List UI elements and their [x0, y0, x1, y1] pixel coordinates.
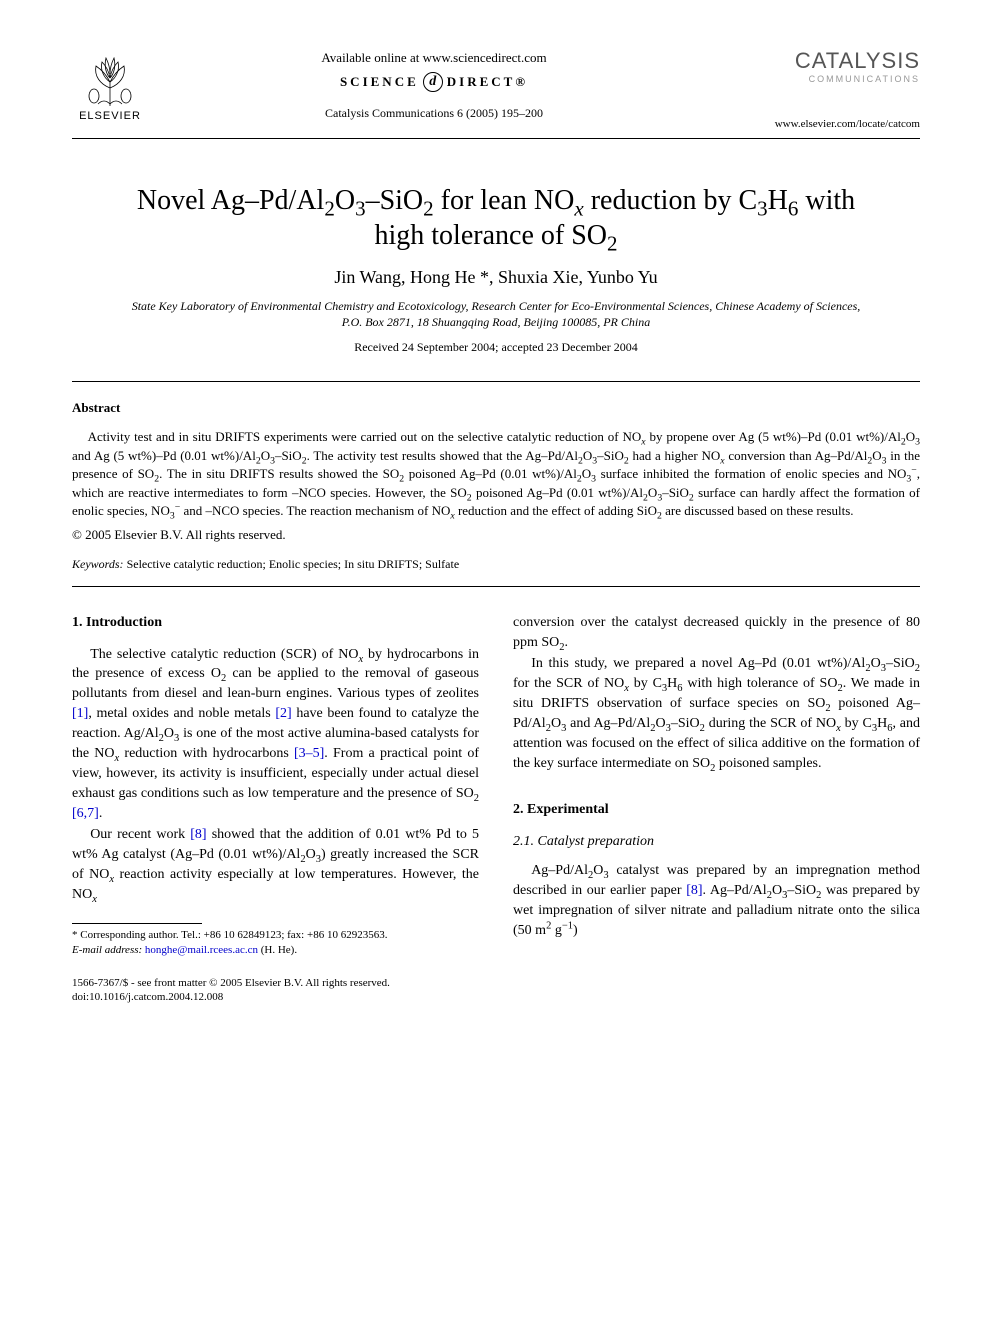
- front-matter: 1566-7367/$ - see front matter © 2005 El…: [72, 976, 479, 1006]
- abstract-copyright: © 2005 Elsevier B.V. All rights reserved…: [72, 527, 920, 543]
- section-2-heading: 2. Experimental: [513, 800, 920, 820]
- keywords-label: Keywords:: [72, 557, 124, 571]
- availability-line: Available online at www.sciencedirect.co…: [148, 50, 720, 66]
- body-columns: 1. Introduction The selective catalytic …: [72, 613, 920, 1006]
- journal-logo: CATALYSIS: [720, 48, 920, 74]
- email-link[interactable]: honghe@mail.rcees.ac.cn: [145, 944, 258, 956]
- email-footnote: E-mail address: honghe@mail.rcees.ac.cn …: [72, 943, 479, 958]
- elsevier-tree-icon: [80, 48, 140, 108]
- header-rule: [72, 138, 920, 139]
- email-label: E-mail address:: [72, 944, 142, 956]
- abstract-body: Activity test and in situ DRIFTS experim…: [72, 428, 920, 520]
- doi-line: doi:10.1016/j.catcom.2004.12.008: [72, 990, 479, 1005]
- section-2-1-heading: 2.1. Catalyst preparation: [513, 832, 920, 852]
- publisher-logo: ELSEVIER: [72, 48, 148, 122]
- publisher-name: ELSEVIER: [72, 110, 148, 122]
- affiliation: State Key Laboratory of Environmental Ch…: [122, 298, 870, 330]
- header-center: Available online at www.sciencedirect.co…: [148, 48, 720, 121]
- keywords-text: Selective catalytic reduction; Enolic sp…: [127, 557, 460, 571]
- left-column: 1. Introduction The selective catalytic …: [72, 613, 479, 1006]
- sd-text-right: DIRECT®: [447, 74, 528, 90]
- front-matter-line-1: 1566-7367/$ - see front matter © 2005 El…: [72, 976, 479, 991]
- section-1-para-1: The selective catalytic reduction (SCR) …: [72, 645, 479, 824]
- article-title: Novel Ag–Pd/Al2O3–SiO2 for lean NOx redu…: [112, 183, 880, 253]
- journal-logo-subtitle: COMMUNICATIONS: [720, 74, 920, 84]
- keywords-line: Keywords: Selective catalytic reduction;…: [72, 557, 920, 572]
- footnote-separator: [72, 923, 202, 924]
- sd-text-left: SCIENCE: [340, 74, 419, 90]
- section-1-para-3: conversion over the catalyst decreased q…: [513, 613, 920, 653]
- sd-d-icon: d: [423, 72, 443, 92]
- section-1-para-2: Our recent work [8] showed that the addi…: [72, 825, 479, 905]
- right-column: conversion over the catalyst decreased q…: [513, 613, 920, 1006]
- abstract-heading: Abstract: [72, 400, 920, 416]
- section-1-para-4: In this study, we prepared a novel Ag–Pd…: [513, 654, 920, 773]
- corresponding-author-footnote: * Corresponding author. Tel.: +86 10 628…: [72, 928, 479, 943]
- email-author-name: (H. He).: [261, 944, 297, 956]
- page-header: ELSEVIER Available online at www.science…: [72, 48, 920, 130]
- locate-url[interactable]: www.elsevier.com/locate/catcom: [720, 118, 920, 130]
- abstract-top-rule: [72, 381, 920, 382]
- section-2-1-para-1: Ag–Pd/Al2O3 catalyst was prepared by an …: [513, 861, 920, 941]
- authors: Jin Wang, Hong He *, Shuxia Xie, Yunbo Y…: [72, 267, 920, 288]
- sciencedirect-logo: SCIENCE d DIRECT®: [340, 72, 528, 92]
- journal-reference: Catalysis Communications 6 (2005) 195–20…: [148, 106, 720, 121]
- abstract-bottom-rule: [72, 586, 920, 587]
- section-1-heading: 1. Introduction: [72, 613, 479, 633]
- article-dates: Received 24 September 2004; accepted 23 …: [72, 340, 920, 355]
- header-right: CATALYSIS COMMUNICATIONS www.elsevier.co…: [720, 48, 920, 130]
